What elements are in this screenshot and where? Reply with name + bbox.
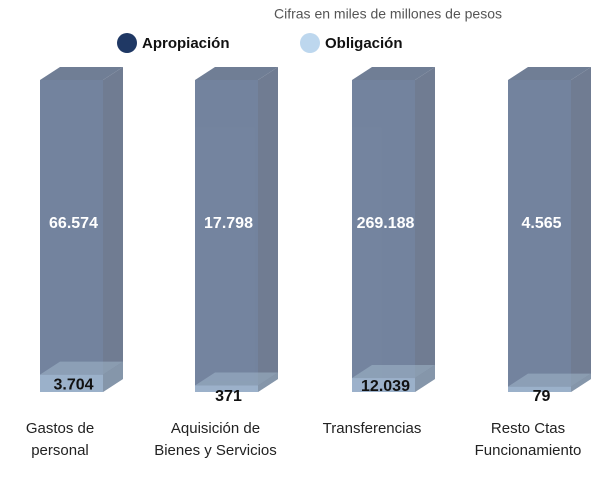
legend-swatch bbox=[117, 33, 137, 53]
bar-side bbox=[571, 373, 591, 392]
x-tick-label: Resto Ctas Funcionamiento bbox=[474, 420, 582, 459]
value-label: 66.574 bbox=[49, 215, 98, 232]
bar-front bbox=[195, 385, 258, 392]
bar bbox=[508, 67, 591, 392]
bar bbox=[195, 67, 278, 392]
bar-front bbox=[40, 374, 103, 392]
value-label: 3.704 bbox=[53, 377, 93, 394]
value-label: 269.188 bbox=[357, 215, 415, 232]
value-label: 4.565 bbox=[521, 215, 561, 232]
legend-swatch bbox=[300, 33, 320, 53]
bar bbox=[352, 365, 435, 392]
bar-side bbox=[415, 365, 435, 392]
value-label: 79 bbox=[533, 388, 551, 405]
bar bbox=[40, 361, 123, 392]
bar bbox=[40, 67, 123, 392]
bar bbox=[195, 372, 278, 392]
value-label: 371 bbox=[215, 388, 242, 405]
bar-side bbox=[258, 372, 278, 392]
x-tick-label: Transferencias bbox=[322, 420, 422, 437]
bar-side bbox=[103, 361, 123, 392]
bar-front bbox=[195, 80, 258, 392]
bar-side bbox=[415, 67, 435, 392]
legend-label: Obligación bbox=[325, 35, 403, 52]
bar-top bbox=[40, 361, 123, 375]
legend-label: Apropiación bbox=[142, 35, 230, 52]
bar-front bbox=[40, 80, 103, 392]
bar bbox=[508, 373, 591, 392]
bar-front bbox=[352, 80, 415, 392]
bar-front bbox=[352, 378, 415, 392]
x-tick-label: Gastos de personal bbox=[25, 420, 95, 459]
chart-subtitle: Cifras en miles de millones de pesos bbox=[274, 6, 502, 22]
x-tick-label: Aquisición de Bienes y Servicios bbox=[154, 420, 277, 459]
bar bbox=[352, 67, 435, 392]
bar-top bbox=[508, 67, 591, 80]
bar-side bbox=[103, 67, 123, 392]
bar-front bbox=[508, 80, 571, 392]
bar-top bbox=[508, 373, 591, 387]
value-label: 12.039 bbox=[361, 378, 410, 395]
bar-side bbox=[258, 67, 278, 392]
bar-top bbox=[352, 67, 435, 80]
bar-side bbox=[571, 67, 591, 392]
value-label: 17.798 bbox=[204, 215, 253, 232]
bar-top bbox=[352, 365, 435, 379]
bar-top bbox=[40, 67, 123, 80]
bar-top bbox=[195, 67, 278, 80]
bar-top bbox=[195, 372, 278, 386]
bar-front bbox=[508, 386, 571, 392]
